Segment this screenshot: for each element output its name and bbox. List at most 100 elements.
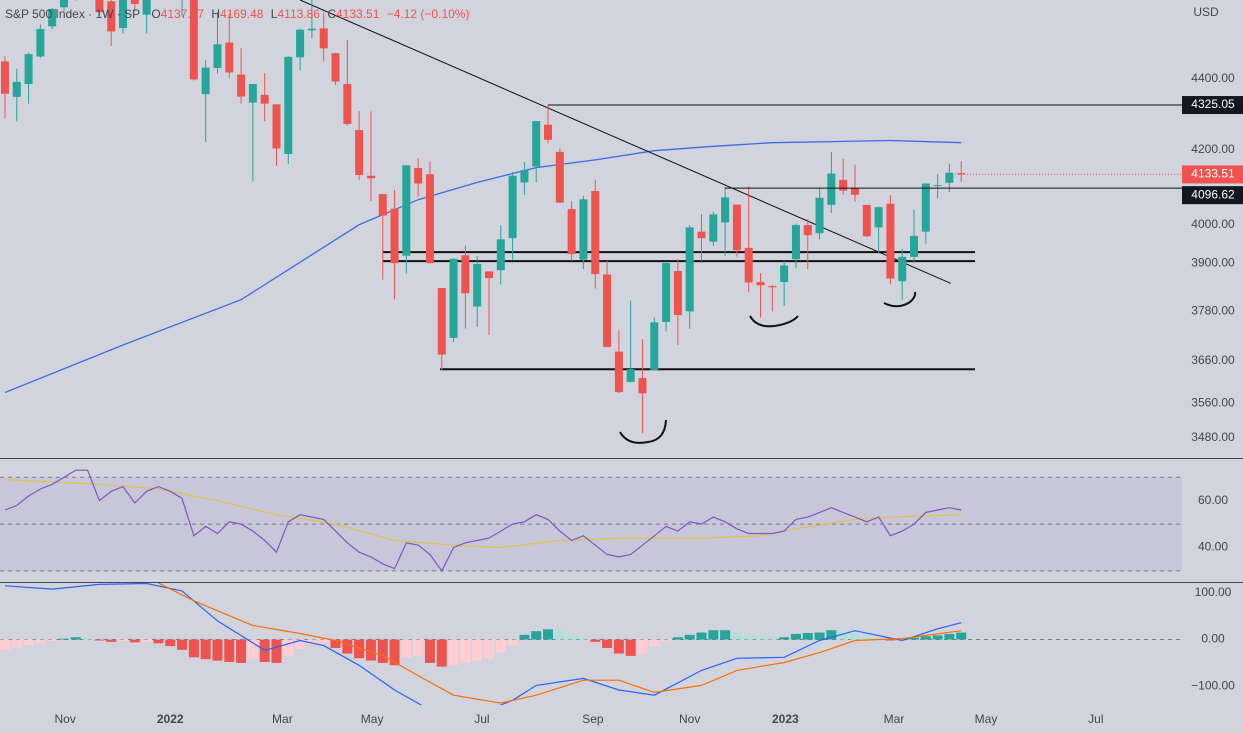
macd-histogram-bar [460,639,471,663]
candle-body [791,225,800,260]
macd-histogram-bar [82,637,93,640]
candle-body [544,124,553,140]
candle-body [933,185,942,187]
change-value: −4.12 (−0.10%) [387,7,470,21]
candle-body [461,255,470,294]
macd-histogram-bar [566,634,577,640]
y-tick-label: 60.00 [1198,493,1228,507]
macd-histogram-bar [448,639,459,666]
y-tick-label: 4200.00 [1191,142,1235,156]
macd-histogram-bar [271,639,282,663]
macd-histogram-bar [873,637,884,640]
price-level-label-bg [1182,96,1243,115]
macd-line [4,583,962,705]
candle-body [603,274,612,348]
macd-histogram-bar [519,634,530,640]
y-tick-label: 0.00 [1201,632,1225,646]
macd-histogram-bar [472,639,483,661]
macd-histogram-bar [790,633,801,640]
macd-histogram-bar [578,637,589,640]
signal-line [158,583,962,704]
candle-body [496,239,505,271]
candle-body [709,214,718,242]
candle-body [201,67,210,95]
candle-body [95,0,104,13]
macd-histogram-bar [531,631,542,640]
candle-body [402,165,411,256]
candle-body [119,0,128,29]
macd-histogram-bar [318,639,329,644]
macd-histogram-bar [543,629,554,640]
macd-histogram-bar [483,639,494,659]
macd-histogram-bar [11,639,22,648]
ohlc-label: L [271,7,278,21]
candle-body [827,173,836,205]
x-tick-label: May [975,712,998,726]
candle-body [910,235,919,257]
candle-body [355,130,364,175]
macd-histogram-bar [413,639,424,656]
candle-body [874,207,883,228]
annotation-curve [883,291,917,308]
macd-histogram-bar [909,637,920,640]
macd-histogram-bar [885,639,896,641]
candle-body [744,247,753,283]
candle-body [142,0,151,15]
candle-body [390,208,399,264]
candle-body [898,256,907,282]
candle-body [579,199,588,260]
macd-histogram-bar [236,639,247,663]
annotation-curve [619,419,667,444]
macd-histogram-bar [424,639,435,663]
macd-histogram-bar [897,639,908,641]
candle-body [130,0,139,4]
macd-histogram-bar [354,639,365,659]
price-level-label-bg [1182,186,1243,205]
macd-histogram-bar [377,639,388,663]
candle-body [237,74,246,97]
candle-body [508,175,517,239]
y-tick-label: −100.00 [1191,678,1235,692]
x-tick-label: Nov [679,712,700,726]
macd-histogram-bar [779,637,790,640]
candle-body [673,270,682,316]
macd-histogram-bar [23,639,34,646]
candle-body [260,94,269,104]
x-tick-label: Sep [582,712,604,726]
macd-histogram-bar [743,634,754,640]
macd-histogram-bar [613,639,624,654]
candle-body [437,288,446,355]
low-value: 4113.86 [277,7,320,21]
macd-histogram-bar [684,634,695,640]
y-tick-label: 4000.00 [1191,217,1235,231]
macd-histogram-bar [920,636,931,640]
candle-body [484,271,493,279]
legend-header: S&P 500 Index · 1W · SP O4137.17 H4169.4… [5,7,469,21]
candle-body [366,175,375,179]
candle-body [532,121,541,167]
macd-histogram-bar [767,637,778,640]
open-value: 4137.17 [161,7,205,21]
macd-histogram-bar [389,639,400,666]
y-tick-label: 40.00 [1198,540,1228,554]
macd-histogram-bar [224,639,235,662]
macd-histogram-bar [365,639,376,661]
candle-body [284,56,293,154]
candle-body [614,351,623,393]
candle-body [24,54,33,84]
macd-histogram-bar [720,630,731,640]
macd-histogram-bar [94,639,105,641]
macd-histogram-bar [153,639,164,644]
y-tick-label: 100.00 [1195,585,1232,599]
candle-body [626,369,635,382]
price-level-label: 4096.62 [1191,187,1235,201]
last-price-label: 4133.51 [1191,167,1235,181]
candle-body [248,83,257,103]
candle-body [343,83,352,124]
candle-body [473,263,482,307]
x-tick-label: Mar [884,712,905,726]
macd-histogram-bar [342,639,353,654]
macd-histogram-bar [708,630,719,640]
moving-average [4,139,962,394]
last-price-label-bg [1182,165,1243,184]
